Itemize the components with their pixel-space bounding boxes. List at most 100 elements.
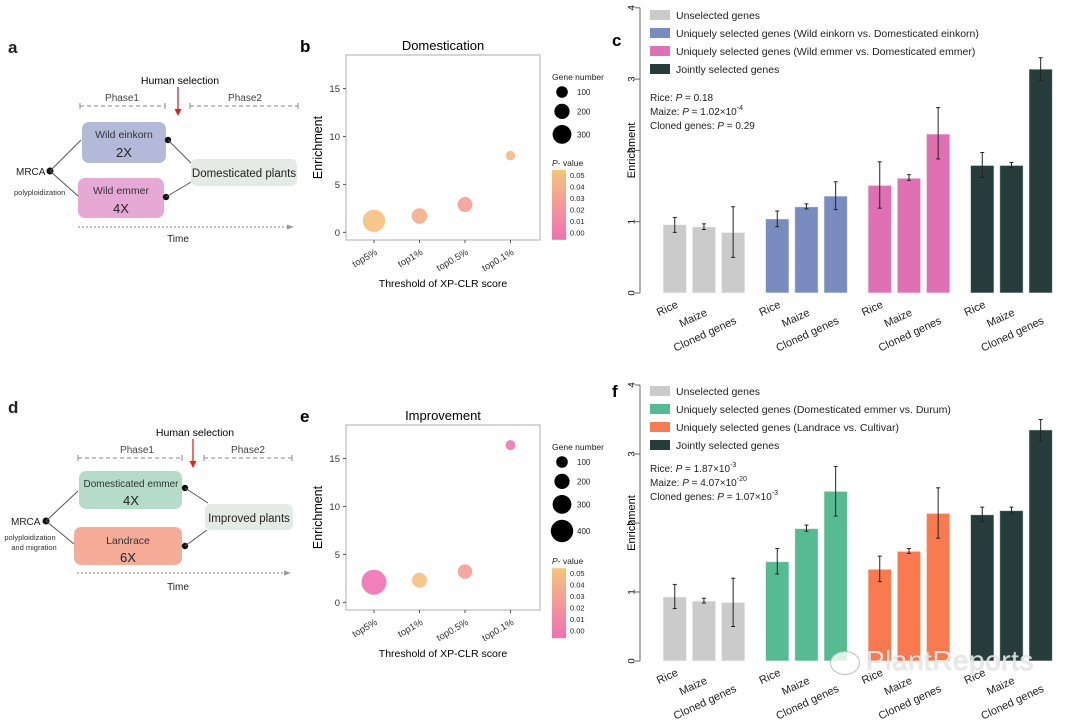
- color-legend-tick: 0.01: [570, 217, 585, 226]
- legend-label: Unselected genes: [676, 386, 760, 398]
- edge-einkorn-domesticated: [167, 139, 192, 164]
- size-legend-circle: [556, 86, 568, 98]
- x-tick-label: Maize: [985, 675, 1017, 698]
- polyploidization-label: polyploidization: [4, 533, 55, 542]
- y-tick-label: 0: [627, 658, 638, 663]
- migration-label: and migration: [11, 543, 56, 552]
- p-value-annotation: Maize: P = 4.07×10-20: [650, 476, 747, 489]
- x-tick-label: Maize: [883, 675, 915, 698]
- time-label: Time: [167, 582, 189, 593]
- box-domesticated-emmer: [79, 471, 182, 509]
- x-tick-label: top5%: [351, 617, 380, 640]
- box-wild-emmer-ploidy: 4X: [113, 201, 129, 216]
- color-legend-tick: 0.02: [570, 205, 585, 214]
- legend-label: Jointly selected genes: [676, 440, 779, 452]
- color-legend-tick: 0.00: [570, 627, 585, 636]
- phase2-label: Phase2: [231, 445, 265, 456]
- size-legend-title: Gene number: [552, 442, 604, 452]
- box-wild-einkorn-ploidy: 2X: [116, 145, 132, 160]
- box-wild-emmer-name: Wild emmer: [93, 185, 150, 197]
- size-legend-label: 100: [577, 88, 591, 97]
- human-selection-label: Human selection: [156, 427, 234, 439]
- color-legend-tick: 0.04: [570, 182, 585, 191]
- y-tick-label: 15: [329, 84, 340, 95]
- chart-title: Domestication: [402, 38, 484, 53]
- phase1-label: Phase1: [120, 445, 154, 456]
- y-tick-label: 3: [627, 451, 638, 456]
- size-legend-label: 200: [577, 477, 591, 486]
- bar: [794, 206, 819, 294]
- panel-label-f: f: [612, 382, 618, 401]
- mrca-label: MRCA: [16, 167, 46, 178]
- p-value-annotation: Cloned genes: P = 0.29: [650, 121, 755, 132]
- bar: [662, 224, 687, 294]
- legend-swatch: [650, 422, 670, 432]
- time-label: Time: [167, 234, 189, 245]
- color-legend-tick: 0.04: [570, 581, 585, 590]
- selection-arrow-head: [189, 461, 197, 468]
- x-tick-label: top1%: [396, 617, 425, 640]
- size-legend-circle: [556, 456, 568, 468]
- y-axis-label: Enrichment: [311, 485, 325, 549]
- color-legend-title: P- value: [552, 556, 583, 566]
- y-tick-label: 2: [627, 148, 638, 153]
- panel-label-a: a: [8, 38, 18, 57]
- color-legend-tick: 0.05: [570, 569, 585, 578]
- legend-swatch: [650, 28, 670, 38]
- y-tick-label: 1: [627, 589, 638, 594]
- data-point: [362, 209, 386, 232]
- y-tick-label: 0: [335, 598, 340, 609]
- panel-label-d: d: [8, 398, 19, 417]
- size-legend-title: Gene number: [552, 72, 604, 82]
- panel-label-c: c: [612, 31, 621, 50]
- bar: [794, 528, 819, 662]
- data-point: [505, 440, 516, 451]
- x-tick-label: top5%: [351, 247, 380, 270]
- bar: [765, 218, 790, 294]
- y-tick-label: 1: [627, 219, 638, 224]
- x-tick-label: Rice: [757, 299, 782, 319]
- p-value-annotation: Cloned genes: P = 1.07×10-3: [650, 490, 778, 503]
- x-tick-label: Maize: [883, 307, 915, 330]
- x-tick-label: Maize: [780, 307, 812, 330]
- panel-label-b: b: [300, 37, 310, 56]
- p-value-annotation: Rice: P = 1.87×10-3: [650, 462, 736, 475]
- bar: [999, 164, 1024, 294]
- size-legend-circle: [554, 103, 570, 119]
- color-legend-tick: 0.05: [570, 171, 585, 180]
- box-wild-einkorn: [82, 122, 166, 163]
- y-tick-label: 5: [335, 180, 340, 191]
- chart-title: Improvement: [405, 408, 481, 423]
- x-tick-label: Rice: [860, 299, 885, 319]
- y-tick-label: 10: [329, 132, 340, 143]
- y-tick-label: 4: [627, 382, 638, 387]
- bar: [970, 164, 995, 294]
- box-wild-einkorn-name: Wild einkorn: [95, 129, 153, 141]
- size-legend-circle: [552, 125, 572, 144]
- legend-swatch: [650, 64, 670, 74]
- p-value-annotation: Maize: P = 1.02×10-4: [650, 105, 743, 118]
- bar: [691, 226, 717, 294]
- box-landrace-name: Landrace: [106, 535, 150, 547]
- edge-mrca-emmer: [49, 170, 79, 197]
- legend-swatch: [650, 10, 670, 20]
- phase1-label: Phase1: [105, 93, 139, 104]
- y-tick-label: 2: [627, 520, 638, 525]
- polyploidization-label: polyploidization: [14, 188, 65, 197]
- legend-label: Uniquely selected genes (Wild einkorn vs…: [676, 28, 979, 40]
- color-legend-tick: 0.00: [570, 228, 585, 237]
- size-legend-circle: [554, 473, 570, 489]
- legend-label: Uniquely selected genes (Landrace vs. Cu…: [676, 422, 899, 434]
- x-tick-label: top0.5%: [435, 247, 471, 274]
- human-selection-label: Human selection: [141, 75, 219, 87]
- y-tick-label: 5: [335, 550, 340, 561]
- x-tick-label: Maize: [780, 675, 812, 698]
- y-tick-label: 0: [627, 290, 638, 295]
- bar: [999, 510, 1024, 662]
- box-domesticated-emmer-name: Domesticated emmer: [83, 479, 179, 490]
- box-domesticated-plants-name: Domesticated plants: [192, 168, 296, 180]
- bar: [691, 600, 717, 662]
- size-legend-label: 300: [577, 130, 591, 139]
- legend-swatch: [650, 46, 670, 56]
- bar: [1028, 429, 1053, 662]
